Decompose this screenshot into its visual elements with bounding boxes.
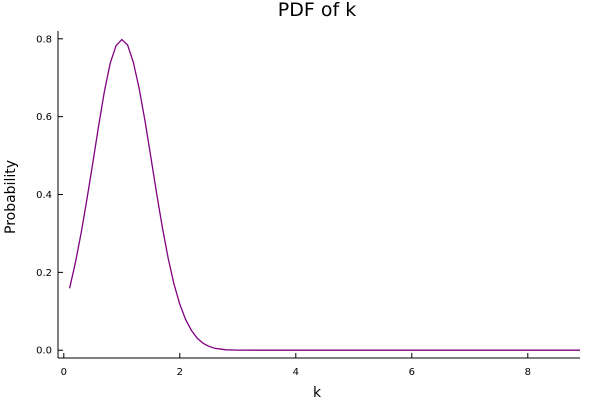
x-tick-label: 6: [409, 367, 415, 378]
chart-title: PDF of k: [278, 0, 356, 21]
y-tick-label: 0.8: [36, 34, 52, 45]
y-tick-label: 0.2: [36, 268, 52, 279]
y-tick-label: 0.0: [36, 346, 52, 357]
x-tick-label: 8: [525, 367, 531, 378]
y-tick-label: 0.6: [36, 112, 52, 123]
x-axis-label: k: [313, 385, 322, 400]
plot-area: [68, 38, 580, 351]
y-tick-label: 0.4: [36, 190, 52, 201]
axes: 0 2 4 6 8 0.0 0.2 0.4 0.6 0.8: [36, 31, 580, 378]
x-tick-label: 2: [177, 367, 183, 378]
x-tick-label: 0: [61, 367, 67, 378]
x-tick-label: 4: [293, 367, 299, 378]
y-axis-label: Probability: [3, 160, 19, 234]
series-line: [68, 38, 580, 351]
